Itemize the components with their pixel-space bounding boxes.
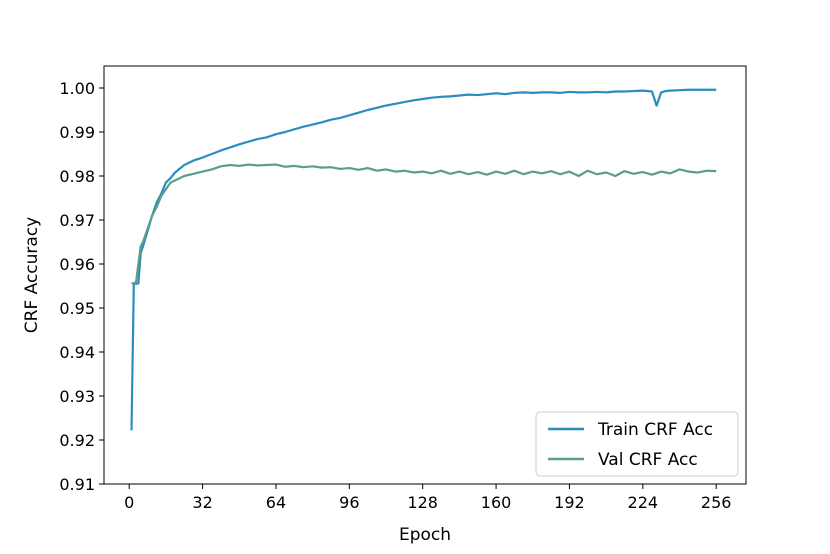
legend-label-train: Train CRF Acc (597, 420, 713, 440)
legend-label-val: Val CRF Acc (598, 450, 698, 470)
y-tick-label: 0.93 (59, 387, 95, 406)
y-tick-label: 0.91 (59, 475, 95, 494)
y-tick-label: 0.94 (59, 343, 95, 362)
series-line-val (131, 163, 717, 285)
x-tick-label: 224 (628, 493, 659, 512)
plot-area (130, 88, 717, 431)
y-tick-label: 0.92 (59, 431, 95, 450)
x-axis: 0 32 64 96 128 160 192 224 256 (124, 484, 731, 512)
x-tick-label: 32 (192, 493, 212, 512)
y-tick-label: 0.95 (59, 299, 95, 318)
y-tick-label: 0.98 (59, 167, 95, 186)
x-tick-label: 0 (124, 493, 134, 512)
legend: Train CRF Acc Val CRF Acc (535, 411, 739, 477)
x-tick-label: 256 (701, 493, 732, 512)
x-tick-label: 64 (266, 493, 286, 512)
y-tick-label: 0.96 (59, 255, 95, 274)
x-tick-label: 160 (481, 493, 512, 512)
y-tick-label: 0.99 (59, 123, 95, 142)
x-tick-label: 96 (339, 493, 359, 512)
x-tick-label: 128 (407, 493, 438, 512)
y-axis: 0.91 0.92 0.93 0.94 0.95 0.96 0.97 0.98 0.99 1.00 (59, 79, 104, 494)
axes-frame (103, 65, 747, 485)
series-line-train (130, 88, 717, 431)
y-axis-label: CRF Accuracy (22, 217, 42, 333)
x-axis-label: Epoch (399, 525, 451, 545)
y-tick-label: 0.97 (59, 211, 95, 230)
y-tick-label: 1.00 (59, 79, 95, 98)
legend-box (535, 411, 739, 477)
x-tick-label: 192 (554, 493, 585, 512)
